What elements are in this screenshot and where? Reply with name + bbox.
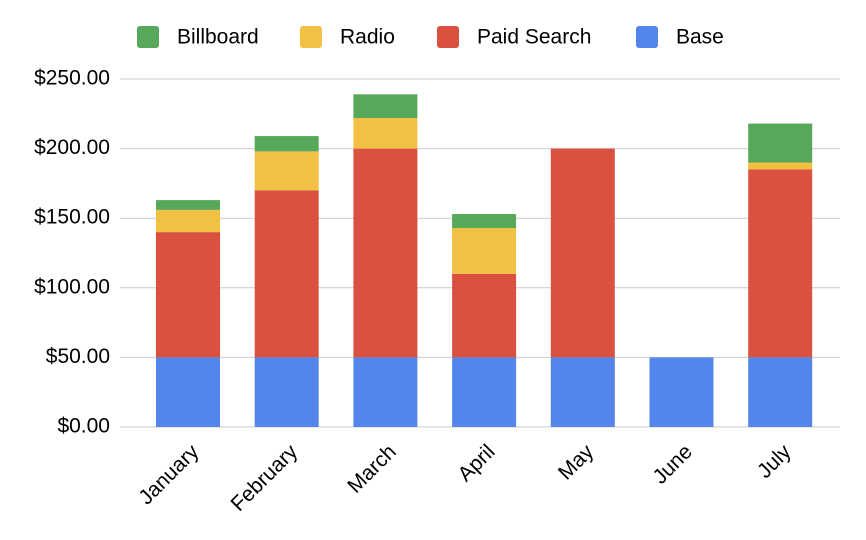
bar-segment (748, 169, 813, 358)
bar-segment (748, 357, 813, 427)
bar-segment (452, 273, 517, 358)
x-tick-label: February (226, 440, 302, 516)
bar-segment (452, 214, 517, 228)
bar-segment (550, 148, 615, 358)
legend-label: Paid Search (477, 26, 591, 49)
bar-segment (748, 123, 813, 163)
bar-segment (254, 151, 319, 191)
legend-label: Radio (340, 26, 395, 49)
legend-label: Billboard (177, 26, 259, 49)
bar-segment (550, 357, 615, 427)
legend-swatch (137, 26, 159, 48)
bar-segment (156, 209, 220, 233)
bar-segment (452, 227, 517, 274)
legend-swatch (437, 26, 459, 48)
legend-swatch (636, 26, 658, 48)
legend-swatch (300, 26, 322, 48)
legend-label: Base (676, 26, 724, 49)
bar-segment (254, 190, 319, 358)
bar-segment (353, 148, 418, 358)
y-tick-label: $100.00 (34, 275, 110, 298)
x-tick-label: April (454, 440, 500, 486)
y-tick-label: $50.00 (46, 345, 110, 368)
bar-segment (353, 117, 418, 149)
y-tick-label: $200.00 (34, 136, 110, 159)
x-tick-label: March (343, 440, 401, 498)
bar-segment (156, 232, 220, 358)
x-tick-label: July (753, 440, 796, 483)
bar-segment (254, 136, 319, 152)
bar-segment (353, 357, 418, 427)
bar-segment (254, 357, 319, 427)
y-tick-label: $0.00 (57, 415, 110, 438)
x-tick-label: June (648, 440, 696, 488)
bar-segment (452, 357, 517, 427)
bar-segment (649, 357, 714, 427)
bar-segment (156, 357, 220, 427)
bar-segment (353, 94, 418, 118)
x-tick-label: January (134, 440, 203, 509)
bar-segment (156, 200, 220, 210)
bar-segment (748, 162, 813, 170)
x-tick-label: May (554, 440, 599, 485)
y-tick-label: $150.00 (34, 206, 110, 229)
y-tick-label: $250.00 (34, 67, 110, 90)
